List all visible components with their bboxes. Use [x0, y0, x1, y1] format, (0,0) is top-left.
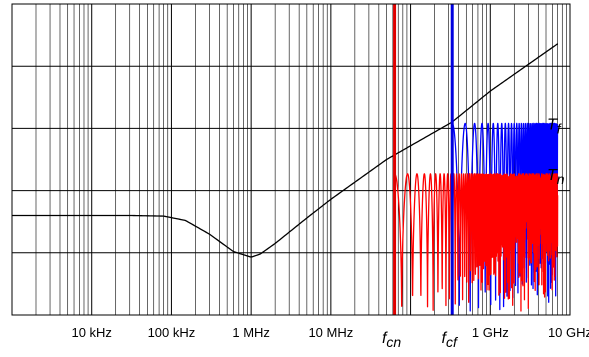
- x-tick-label: 10 kHz: [71, 325, 111, 340]
- series-line-0: [12, 43, 559, 258]
- fcf-label: fcf: [442, 330, 459, 350]
- series-label-1: Tf: [547, 116, 563, 136]
- x-tick-label: 1 MHz: [232, 325, 270, 340]
- series-group: [12, 43, 559, 312]
- marker-lines: [393, 4, 454, 315]
- x-tick-label: 100 kHz: [148, 325, 196, 340]
- x-tick-label: 10 GHz: [548, 325, 589, 340]
- x-tick-label: 1 GHz: [472, 325, 509, 340]
- labels: 10 kHz 100 kHz 1 MHz 10 MHz 1 GHz 10 GHz fcn fc…: [71, 116, 589, 350]
- x-tick-label: 10 MHz: [308, 325, 353, 340]
- plot-frame: [11, 3, 571, 316]
- series-label-2: Tn: [547, 167, 565, 187]
- series-line-2: [394, 173, 559, 312]
- fcn-label: fcn: [382, 330, 401, 350]
- grid: [11, 3, 570, 316]
